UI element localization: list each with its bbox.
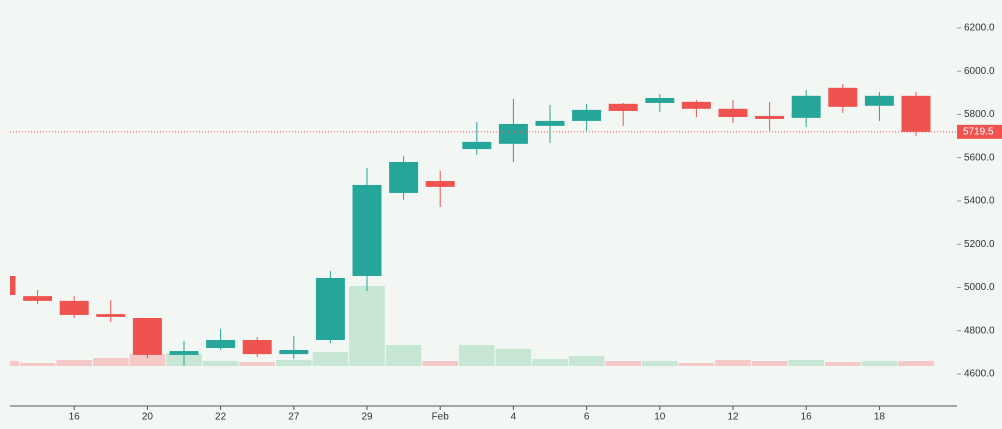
candle-body [645, 97, 675, 103]
candle-body [462, 141, 492, 150]
y-tick-label: 5800.0 [964, 109, 995, 120]
volume-bar [312, 352, 349, 366]
x-tick-label: 16 [69, 412, 81, 423]
x-tick-label: 4 [511, 412, 517, 423]
candle-body [352, 184, 382, 277]
volume-bar [495, 349, 532, 366]
candle-body [681, 101, 711, 109]
volume-bar [349, 286, 385, 366]
candle-body [59, 300, 89, 315]
y-tick-label: 6000.0 [964, 66, 995, 77]
candle-body [169, 351, 199, 355]
volume-bar [239, 362, 275, 366]
volume-bar [19, 363, 56, 366]
candle-body [498, 123, 528, 144]
x-tick-label: 10 [654, 412, 666, 423]
candle-body [315, 277, 345, 341]
volume-bar [202, 361, 239, 366]
volume-bar [751, 361, 788, 366]
volume-bar [129, 354, 166, 366]
candle-body [535, 120, 565, 126]
x-tick-label: 12 [727, 412, 739, 423]
candle-body [279, 349, 309, 355]
x-tick-label: Feb [432, 412, 450, 423]
y-tick-label: 5000.0 [964, 282, 995, 293]
candle-body [828, 87, 858, 107]
volume-bar [642, 361, 678, 366]
candle-body [901, 95, 931, 132]
candle-body [864, 95, 894, 106]
volume-bar [568, 356, 605, 366]
y-tick-label: 5400.0 [964, 196, 995, 207]
candle-body [425, 181, 455, 187]
volume-bar [10, 361, 19, 366]
y-tick-label: 6200.0 [964, 23, 995, 34]
volume-bar [459, 345, 495, 366]
candle-body [132, 317, 162, 355]
x-tick-label: 27 [288, 412, 300, 423]
volume-layer [10, 286, 934, 366]
x-tick-label: 18 [874, 412, 886, 423]
candle-body [389, 162, 419, 193]
x-tick-label: 16 [801, 412, 813, 423]
volume-bar [532, 359, 568, 366]
volume-bar [825, 362, 861, 366]
candle-body [755, 115, 785, 119]
volume-bar [276, 360, 312, 366]
volume-bar [788, 360, 824, 366]
volume-bar [93, 358, 129, 366]
volume-bar [678, 363, 715, 366]
volume-bar [605, 361, 641, 366]
y-tick-label: 5600.0 [964, 152, 995, 163]
x-tick-label: 29 [361, 412, 373, 423]
x-tick-label: 6 [584, 412, 590, 423]
volume-bar [56, 360, 92, 366]
candle-layer [10, 83, 931, 366]
x-tick-label: 22 [215, 412, 227, 423]
last-price-box [957, 124, 1002, 139]
candle-body [23, 296, 53, 301]
y-tick-label: 4600.0 [964, 369, 995, 380]
volume-bar [861, 361, 898, 366]
candle-body [96, 314, 126, 317]
candle-body [608, 103, 638, 111]
candle-body [206, 340, 236, 349]
candle-body [10, 276, 16, 296]
last-price-label: 5719.5 [963, 126, 994, 137]
volume-bar [385, 345, 422, 366]
y-tick-label: 5200.0 [964, 239, 995, 250]
volume-bar [715, 360, 751, 366]
candle-body [572, 109, 602, 121]
volume-bar [898, 361, 934, 366]
x-tick-label: 20 [142, 412, 154, 423]
y-tick-label: 4800.0 [964, 325, 995, 336]
candle-body [718, 108, 748, 118]
candle-body [242, 340, 272, 355]
candle-body [791, 95, 821, 118]
volume-bar [422, 361, 458, 366]
